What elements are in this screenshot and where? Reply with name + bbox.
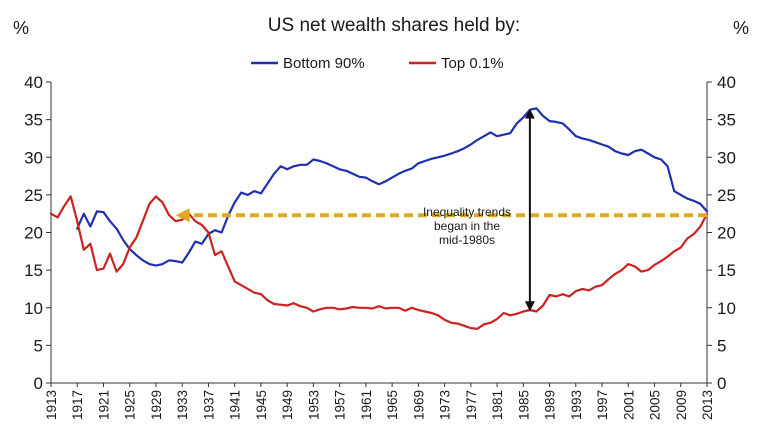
x-tick-label: 1957: [333, 390, 348, 420]
y-tick-label-right: 20: [717, 224, 736, 243]
x-tick-label: 1965: [385, 390, 400, 420]
annotation-text-line: Inequality trends: [423, 205, 511, 219]
legend: Bottom 90% Top 0.1%: [251, 55, 504, 72]
x-tick-label: 1977: [464, 390, 479, 420]
series-line-top-01: [49, 195, 709, 330]
left-axis-unit: %: [13, 18, 29, 38]
x-tick-label: 1997: [595, 390, 610, 420]
x-tick-label: 2013: [700, 390, 715, 420]
x-tick-label: 1937: [201, 390, 216, 420]
x-tick-label: 1929: [149, 390, 164, 420]
x-tick-label: 1961: [359, 390, 374, 420]
x-tick-label: 1969: [411, 390, 426, 420]
series-line-bottom-90: [76, 107, 709, 267]
x-tick-label: 1949: [280, 390, 295, 420]
y-tick-label-left: 20: [24, 224, 43, 243]
y-tick-label-left: 0: [34, 374, 43, 393]
legend-label-bottom-90: Bottom 90%: [283, 55, 365, 72]
y-tick-label-right: 15: [717, 261, 736, 280]
y-tick-label-left: 25: [24, 186, 43, 205]
y-tick-label-right: 5: [717, 336, 726, 355]
y-tick-label-right: 40: [717, 73, 736, 92]
x-tick-label: 1913: [44, 390, 59, 420]
y-tick-label-left: 35: [24, 111, 43, 130]
y-tick-label-left: 5: [34, 336, 43, 355]
y-tick-label-left: 40: [24, 73, 43, 92]
x-tick-label: 1941: [228, 390, 243, 420]
y-tick-label-right: 0: [717, 374, 726, 393]
y-tick-label-left: 30: [24, 148, 43, 167]
x-tick-label: 1945: [254, 390, 269, 420]
x-tick-label: 2001: [621, 390, 636, 420]
y-tick-label-right: 30: [717, 148, 736, 167]
x-tick-label: 1989: [543, 390, 558, 420]
x-tick-label: 1933: [175, 390, 190, 420]
x-tick-label: 2009: [674, 390, 689, 420]
dashed-arrow-head: [175, 208, 190, 223]
x-tick-label: 1981: [490, 390, 505, 420]
y-tick-label-right: 25: [717, 186, 736, 205]
x-tick-label: 2005: [648, 390, 663, 420]
annotation-text-line: mid-1980s: [439, 233, 495, 247]
x-tick-label: 1925: [123, 390, 138, 420]
x-tick-label: 1985: [516, 390, 531, 420]
y-tick-label-right: 35: [717, 111, 736, 130]
axes: 0 0 5 5 10 10 15 15 20 20 25 25 30 30 35 35 40 40 1913 1917…: [24, 73, 736, 420]
y-tick-label-right: 10: [717, 299, 736, 318]
x-tick-label: 1973: [438, 390, 453, 420]
x-tick-label: 1953: [306, 390, 321, 420]
series-layer: [49, 107, 709, 330]
x-tick-label: 1993: [569, 390, 584, 420]
y-tick-label-left: 10: [24, 299, 43, 318]
annotation-text-line: began in the: [434, 219, 500, 233]
legend-label-top-01: Top 0.1%: [441, 55, 504, 72]
chart-title: US net wealth shares held by:: [268, 15, 520, 36]
x-tick-label: 1917: [70, 390, 85, 420]
x-tick-label: 1921: [96, 390, 111, 420]
y-tick-label-left: 15: [24, 261, 43, 280]
right-axis-unit: %: [733, 18, 749, 38]
